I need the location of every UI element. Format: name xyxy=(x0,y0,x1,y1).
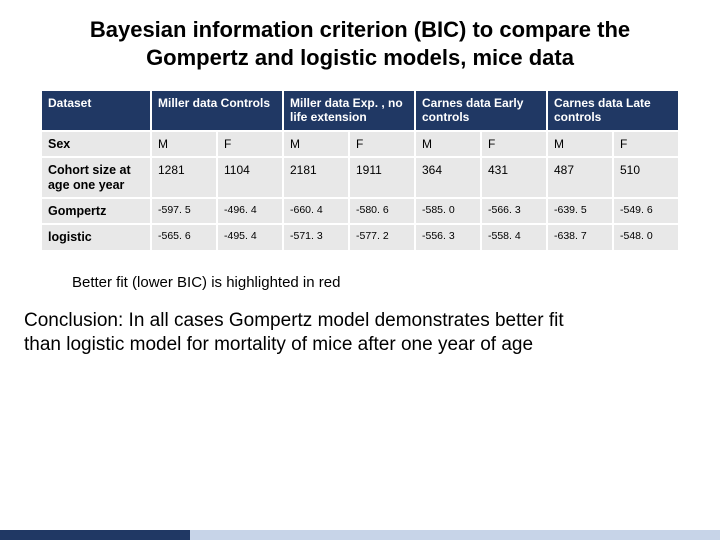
cell: M xyxy=(547,131,613,157)
bic-table: Dataset Miller data Controls Miller data… xyxy=(40,89,680,252)
cell: 2181 xyxy=(283,157,349,198)
cell: 487 xyxy=(547,157,613,198)
cell: 364 xyxy=(415,157,481,198)
cell: -549. 6 xyxy=(613,198,679,224)
note-text: Better fit (lower BIC) is highlighted in… xyxy=(72,274,720,291)
header-group: Carnes data Late controls xyxy=(547,90,679,131)
cell: -577. 2 xyxy=(349,224,415,250)
cell: -597. 5 xyxy=(151,198,217,224)
row-label-gompertz: Gompertz xyxy=(41,198,151,224)
cell: -580. 6 xyxy=(349,198,415,224)
footer-dark-segment xyxy=(0,530,190,540)
row-label-sex: Sex xyxy=(41,131,151,157)
table-row: logistic -565. 6 -495. 4 -571. 3 -577. 2… xyxy=(41,224,679,250)
footer-light-segment xyxy=(190,530,720,540)
table-row: Cohort size at age one year 1281 1104 21… xyxy=(41,157,679,198)
cell: F xyxy=(217,131,283,157)
cell: -639. 5 xyxy=(547,198,613,224)
cell: F xyxy=(481,131,547,157)
cell: 510 xyxy=(613,157,679,198)
table-row: Sex M F M F M F M F xyxy=(41,131,679,157)
slide-title: Bayesian information criterion (BIC) to … xyxy=(0,0,720,81)
cell: F xyxy=(613,131,679,157)
cell: M xyxy=(283,131,349,157)
table-row: Gompertz -597. 5 -496. 4 -660. 4 -580. 6… xyxy=(41,198,679,224)
cell: F xyxy=(349,131,415,157)
cell: 1281 xyxy=(151,157,217,198)
cell: M xyxy=(151,131,217,157)
row-label-cohort: Cohort size at age one year xyxy=(41,157,151,198)
cell: 1911 xyxy=(349,157,415,198)
cell: -660. 4 xyxy=(283,198,349,224)
row-label-logistic: logistic xyxy=(41,224,151,250)
header-group: Miller data Exp. , no life extension xyxy=(283,90,415,131)
cell: -558. 4 xyxy=(481,224,547,250)
cell: -585. 0 xyxy=(415,198,481,224)
cell: -566. 3 xyxy=(481,198,547,224)
cell: -565. 6 xyxy=(151,224,217,250)
header-dataset: Dataset xyxy=(41,90,151,131)
cell: -548. 0 xyxy=(613,224,679,250)
header-group: Miller data Controls xyxy=(151,90,283,131)
conclusion-text: Conclusion: In all cases Gompertz model … xyxy=(24,309,584,358)
cell: -496. 4 xyxy=(217,198,283,224)
cell: 431 xyxy=(481,157,547,198)
cell: -571. 3 xyxy=(283,224,349,250)
cell: -638. 7 xyxy=(547,224,613,250)
cell: 1104 xyxy=(217,157,283,198)
footer-bar xyxy=(0,530,720,540)
cell: -495. 4 xyxy=(217,224,283,250)
header-group: Carnes data Early controls xyxy=(415,90,547,131)
table-header-row: Dataset Miller data Controls Miller data… xyxy=(41,90,679,131)
cell: -556. 3 xyxy=(415,224,481,250)
cell: M xyxy=(415,131,481,157)
